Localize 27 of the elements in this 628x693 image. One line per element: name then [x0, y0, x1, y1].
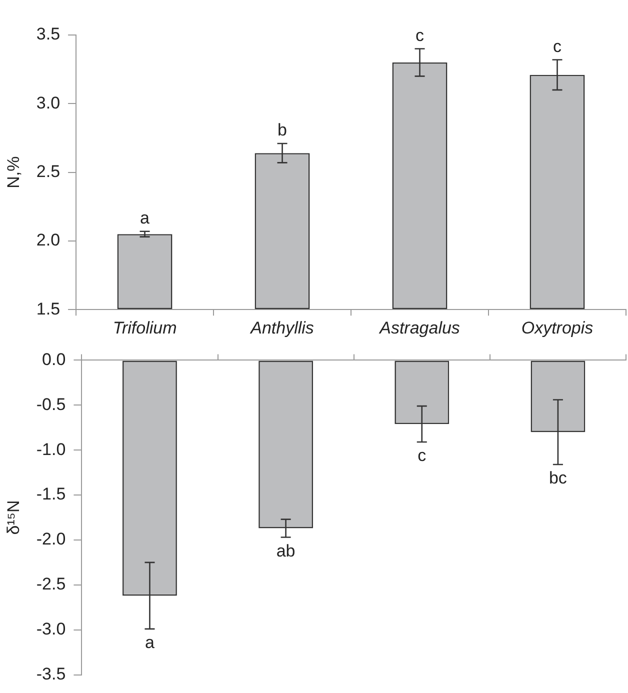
y-tick-label: -0.5 [36, 394, 66, 414]
y-tick-label: 3.0 [36, 93, 60, 112]
y-axis-title: N,% [4, 156, 23, 188]
annotation: c [416, 26, 425, 45]
y-tick-label: 3.5 [36, 24, 60, 44]
annotation: a [140, 208, 150, 228]
annotation: c [553, 36, 562, 56]
y-tick-label: -3.5 [36, 664, 66, 684]
annotation: ab [276, 541, 296, 560]
y-tick-label: 1.5 [36, 299, 60, 318]
x-tick-label: Trifolium [112, 318, 177, 338]
annotation: bc [548, 468, 568, 488]
y-tick-label: -3.0 [36, 620, 66, 639]
y-tick-label: -2.0 [36, 530, 66, 549]
x-tick-label: Anthyllis [250, 318, 314, 338]
annotation: a [144, 633, 155, 652]
x-tick-label: Oxytropis [521, 318, 594, 338]
y-tick-label: 2.0 [36, 230, 60, 250]
y-tick-label: -1.0 [36, 440, 66, 459]
annotation: b [278, 120, 288, 140]
x-tick-label: Astragalus [378, 318, 460, 338]
y-tick-label: -2.5 [36, 574, 66, 594]
y-tick-label: 2.5 [36, 162, 60, 181]
y-tick-label: 0.0 [42, 350, 66, 369]
y-tick-label: -1.5 [36, 484, 66, 504]
annotation: c [418, 446, 427, 466]
y-axis-title: δ¹⁵N [4, 500, 23, 535]
